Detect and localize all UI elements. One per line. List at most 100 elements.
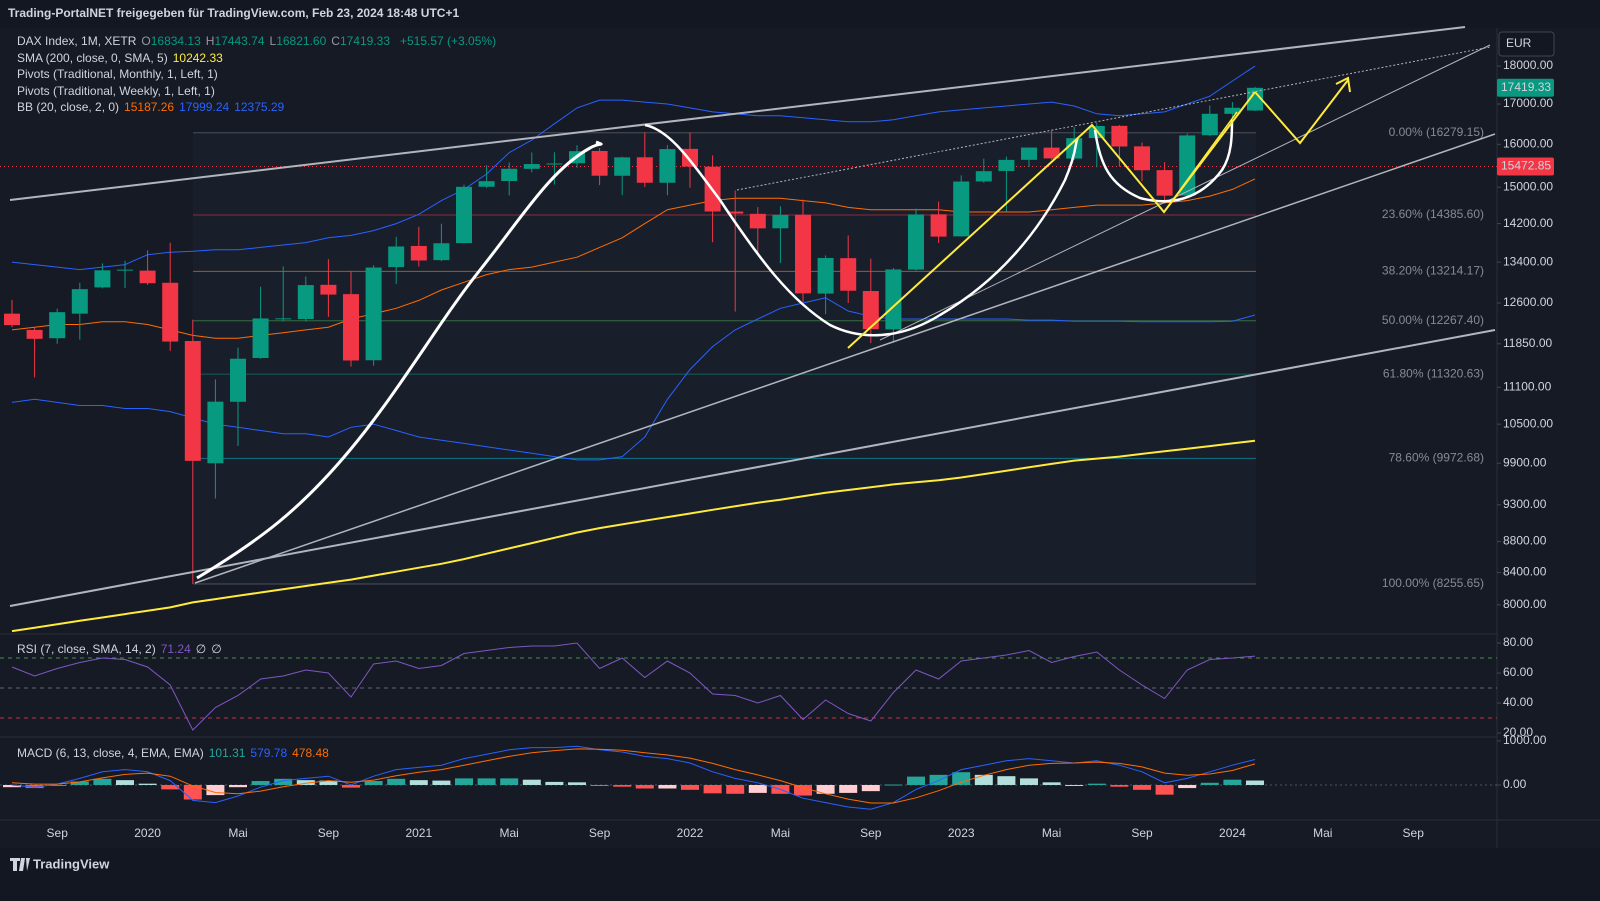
symbol: DAX Index, 1M, XETR (17, 34, 137, 48)
histogram-bar (522, 779, 541, 785)
candle-body (727, 211, 744, 214)
candle-body (433, 243, 450, 261)
fib-label: 0.00% (16279.15) (1389, 125, 1484, 139)
currency-box[interactable] (1498, 31, 1555, 57)
histogram-bar (635, 784, 654, 789)
x-tick-label: Sep (1403, 826, 1425, 840)
ohlc-label: H (205, 34, 215, 48)
x-tick-label: 2020 (134, 826, 161, 840)
histogram-bar (455, 778, 473, 785)
y-tick-label: 15000.00 (1503, 179, 1553, 193)
candle-body (772, 214, 789, 229)
histogram-bar (974, 774, 993, 785)
histogram-bar (387, 778, 406, 785)
legend-row: DAX Index, 1M, XETR O16834.13 H17443.74 L16… (17, 33, 501, 50)
histogram-bar (1178, 784, 1197, 789)
candle-body (930, 214, 947, 237)
histogram-bar (161, 784, 180, 790)
histogram-bar (1200, 782, 1219, 785)
main-legend: DAX Index, 1M, XETR O16834.13 H17443.74 L16… (17, 33, 501, 116)
overlay-value: 17999.24 (179, 100, 230, 115)
candle-body (1021, 147, 1037, 160)
legend-value: ∅ (195, 642, 207, 656)
histogram-bar (816, 784, 835, 794)
x-tick-label: Sep (318, 826, 340, 840)
y-tick-label: 80.00 (1503, 635, 1533, 649)
y-tick-label: 9300.00 (1503, 497, 1547, 511)
histogram-bar (545, 781, 564, 785)
histogram-bar (183, 784, 202, 800)
candle-body (636, 157, 653, 183)
histogram-bar (1110, 784, 1129, 787)
currency: EUR (1506, 36, 1532, 50)
macd-legend: MACD (6, 13, close, 4, EMA, EMA) 101.31 57… (17, 745, 339, 762)
candle-body (410, 245, 427, 261)
candle-body (659, 149, 676, 183)
histogram-bar (590, 784, 609, 786)
path-drawing (1163, 111, 1238, 213)
y-tick-label: 10500.00 (1503, 416, 1553, 430)
price-tag (1497, 78, 1554, 97)
histogram-bar (1155, 784, 1174, 795)
candle-body (184, 341, 201, 461)
y-tick-label: 9900.00 (1503, 455, 1547, 469)
logo (10, 858, 30, 871)
trendline (879, 44, 1491, 341)
candle-body (275, 318, 292, 320)
histogram-bar (116, 780, 134, 785)
candle-body (682, 148, 698, 167)
histogram-bar (500, 778, 519, 785)
histogram-bar (1020, 778, 1038, 785)
candle-body (885, 269, 902, 330)
histogram-bar (296, 780, 315, 785)
candle-body (749, 213, 766, 229)
candle-body (252, 318, 269, 358)
candle-body (817, 257, 834, 294)
histogram-bar (48, 784, 67, 786)
legend-row: Pivots (Traditional, Monthly, 1, Left, 1… (17, 66, 501, 83)
fib-label: 61.80% (11320.63) (1383, 366, 1484, 380)
y-tick-label: 17000.00 (1503, 96, 1553, 110)
histogram-bar (907, 776, 925, 785)
y-tick-label: 14200.00 (1503, 216, 1553, 230)
candle-body (523, 164, 540, 169)
x-tick-label: Sep (47, 826, 69, 840)
histogram-bar (319, 780, 338, 785)
y-tick-label: 12600.00 (1503, 295, 1553, 309)
candle-body (49, 312, 66, 339)
legend-row: BB (20, close, 2, 0) 15187.26 17999.24 1237… (17, 99, 501, 116)
legend-row: Pivots (Traditional, Weekly, 1, Left, 1) (17, 83, 501, 100)
indicator-line (11, 439, 1256, 633)
rsi-legend: RSI (7, close, SMA, 14, 2) 71.24 ∅ ∅ (17, 641, 232, 658)
histogram-bar (138, 783, 157, 785)
price-tag-label: 17419.33 (1501, 80, 1551, 94)
x-tick-label: Sep (589, 826, 611, 840)
x-tick-label: Mai (771, 826, 790, 840)
overlay-value: 12375.29 (234, 100, 285, 115)
legend-value: 478.48 (292, 746, 329, 760)
histogram-bar (929, 774, 948, 785)
candle-body (26, 329, 43, 339)
projection-arrow (1254, 79, 1349, 145)
x-tick-label: 2023 (948, 826, 975, 840)
overlay-value: 10242.33 (172, 50, 223, 65)
y-tick-label: 40.00 (1503, 695, 1533, 709)
histogram-bar (25, 784, 44, 789)
y-tick-label: 8800.00 (1503, 534, 1547, 548)
path-drawing (847, 91, 1256, 349)
fib-label: 38.20% (13214.17) (1382, 264, 1484, 278)
fib-label: 23.60% (14385.60) (1382, 207, 1484, 221)
y-tick-label: 16000.00 (1503, 136, 1553, 150)
indicator-line (11, 65, 1256, 271)
fib-label: 50.00% (12267.40) (1382, 313, 1484, 327)
histogram-bar (861, 784, 880, 792)
ohlc-value: 17419.33 (339, 34, 390, 48)
y-tick-label: 0.00 (1503, 777, 1527, 791)
rsi-line (11, 642, 1256, 731)
candle-body (1043, 147, 1060, 159)
overlay-value: 15187.26 (124, 100, 175, 115)
legend-value: 101.31 (208, 746, 246, 760)
candle-body (4, 313, 20, 326)
histogram-bar (432, 780, 451, 785)
histogram-bar (251, 781, 270, 785)
